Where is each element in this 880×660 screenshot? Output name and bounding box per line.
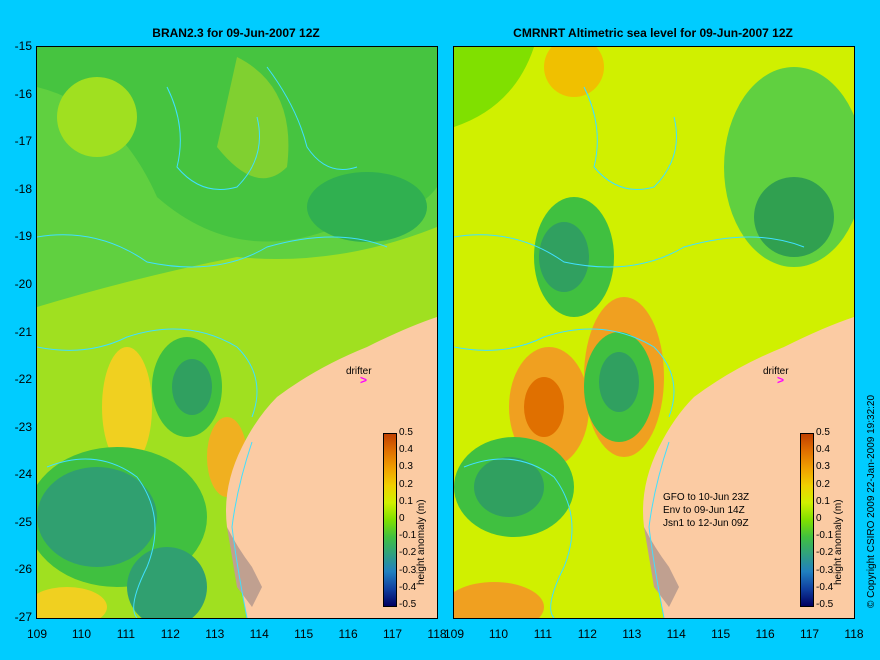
x-tick-label: 117 (799, 627, 820, 641)
colorbar-label-right: height anomaly (m) (833, 499, 844, 585)
x-tick-label: 109 (443, 627, 465, 641)
x-tick-label: 109 (26, 627, 48, 641)
legend-env: Env to 09-Jun 14Z (663, 505, 745, 516)
colorbar-tick-label: 0 (816, 513, 822, 524)
colorbar-label-left: height anomaly (m) (416, 499, 427, 585)
x-tick-label: 110 (71, 627, 92, 641)
y-tick-label: -20 (14, 276, 32, 291)
colorbar-tick-label: -0.1 (816, 530, 834, 542)
right-map-panel (453, 46, 855, 619)
x-tick-label: 113 (205, 627, 225, 641)
y-tick-label: -19 (14, 229, 32, 244)
colorbar-tick-label: 0.3 (399, 461, 413, 473)
x-tick-label: 116 (338, 627, 358, 641)
x-tick-label: 110 (488, 627, 509, 641)
x-tick-label: 114 (666, 627, 686, 641)
legend-gfo: GFO to 10-Jun 23Z (663, 492, 750, 503)
x-tick-label: 112 (577, 627, 597, 641)
drifter-arrow-right-icon: > (777, 373, 785, 387)
x-tick-label: 111 (116, 627, 135, 641)
left-map-field (37, 47, 437, 618)
colorbar-tick-label: 0.5 (816, 427, 830, 438)
drifter-label-left: drifter (346, 366, 372, 377)
y-tick-label: -24 (14, 467, 32, 482)
x-tick-label: 118 (844, 627, 864, 641)
colorbar-tick-label: -0.5 (399, 599, 417, 610)
x-tick-label: 113 (622, 627, 642, 641)
colorbar-tick-label: 0.2 (816, 478, 830, 490)
y-tick-label: -18 (14, 181, 32, 196)
drifter-label-right: drifter (763, 366, 789, 377)
y-tick-label: -26 (14, 562, 32, 577)
drifter-arrow-left-icon: > (360, 373, 368, 387)
y-tick-label: -21 (14, 324, 32, 339)
colorbar-tick-label: 0 (399, 513, 405, 524)
colorbar-tick-label: -0.2 (816, 547, 834, 559)
colorbar-tick-label: 0.4 (399, 444, 413, 456)
y-tick-label: -17 (14, 134, 32, 149)
y-tick-label: -27 (14, 610, 32, 624)
colorbar-tick-label: -0.3 (399, 564, 417, 576)
y-tick-label: -23 (14, 419, 32, 434)
x-tick-label: 118 (427, 627, 447, 641)
colorbar-tick-label: 0.2 (399, 478, 413, 490)
right-map-title: CMRNRT Altimetric sea level for 09-Jun-2… (513, 26, 793, 40)
y-tick-label: -15 (14, 39, 32, 53)
colorbar-tick-label: 0.1 (816, 495, 830, 507)
x-tick-label: 115 (294, 627, 314, 641)
colorbar-right (800, 433, 814, 607)
copyright: © Copyright CSIRO 2009 22-Jan-2009 19:32… (866, 394, 877, 608)
colorbar-tick-label: 0.3 (816, 461, 830, 473)
colorbar-tick-label: -0.4 (816, 581, 834, 593)
colorbar-tick-label: -0.1 (399, 530, 417, 542)
colorbar-tick-label: 0.4 (816, 444, 830, 456)
colorbar-tick-label: -0.4 (399, 581, 417, 593)
left-map-panel (36, 46, 438, 619)
x-tick-label: 117 (382, 627, 403, 641)
colorbar-tick-label: 0.5 (399, 427, 413, 438)
x-tick-label: 114 (249, 627, 269, 641)
left-map-title: BRAN2.3 for 09-Jun-2007 12Z (152, 26, 320, 40)
colorbar-tick-label: 0.1 (399, 495, 413, 507)
y-tick-label: -22 (14, 372, 32, 387)
colorbar-tick-label: -0.2 (399, 547, 417, 559)
x-tick-label: 111 (533, 627, 552, 641)
colorbar-tick-label: -0.3 (816, 564, 834, 576)
colorbar-tick-label: -0.5 (816, 599, 834, 610)
x-tick-label: 112 (160, 627, 180, 641)
right-map-field (454, 47, 854, 618)
colorbar-left (383, 433, 397, 607)
y-tick-label: -25 (14, 514, 32, 529)
y-tick-label: -16 (14, 86, 32, 101)
x-tick-label: 115 (711, 627, 731, 641)
legend-jsn1: Jsn1 to 12-Jun 09Z (663, 518, 749, 529)
x-tick-label: 116 (755, 627, 775, 641)
